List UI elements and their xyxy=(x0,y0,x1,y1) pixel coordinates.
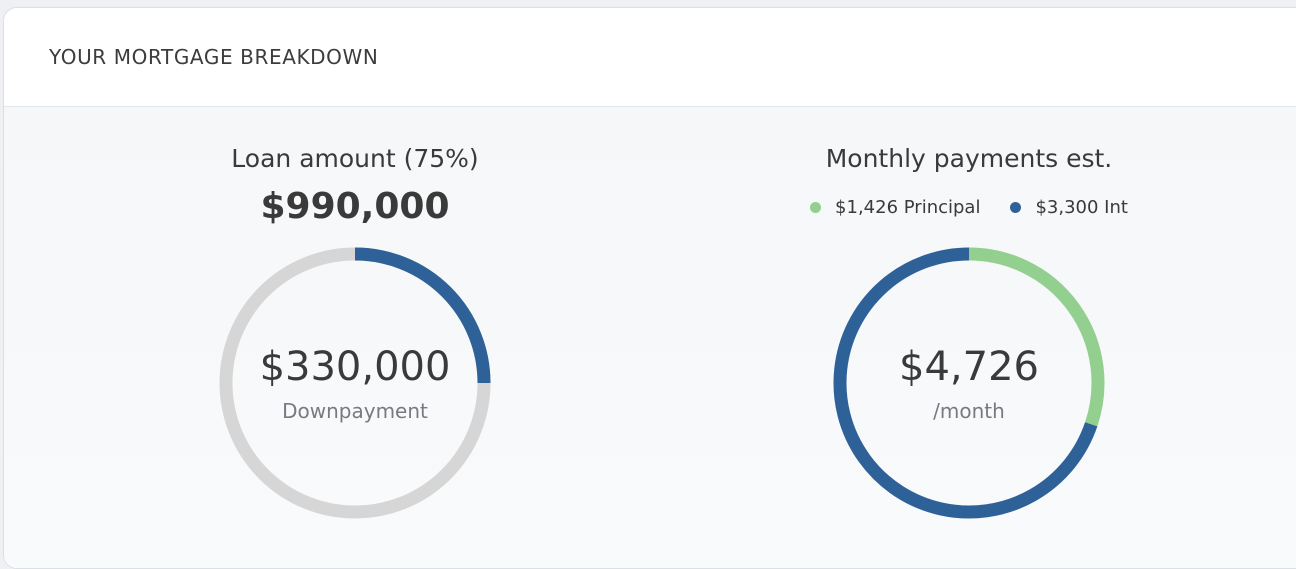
mortgage-breakdown-card: YOUR MORTGAGE BREAKDOWN Loan amount (75%… xyxy=(3,7,1296,569)
donut-arc-principal xyxy=(968,247,1105,427)
monthly-total-value: $4,726 xyxy=(899,344,1039,390)
monthly-payments-donut-chart: $4,726 /month xyxy=(833,247,1105,519)
downpayment-donut-svg xyxy=(219,247,491,519)
downpayment-label: Downpayment xyxy=(282,399,428,423)
loan-amount-heading: Loan amount (75%) xyxy=(231,144,479,173)
donut-arc-interest xyxy=(833,247,1098,519)
card-body: Loan amount (75%) $990,000 $330,000 Down… xyxy=(4,107,1296,568)
donut-arc-downpayment xyxy=(354,247,491,384)
legend-label-interest: $3,300 Int xyxy=(1035,197,1128,218)
monthly-donut-svg xyxy=(833,247,1105,519)
loan-amount-panel: Loan amount (75%) $990,000 $330,000 Down… xyxy=(55,107,655,567)
legend-item-principal: $1,426 Principal xyxy=(810,197,980,218)
legend-item-interest: $3,300 Int xyxy=(1010,197,1128,218)
downpayment-value: $330,000 xyxy=(259,344,451,390)
monthly-total-label: /month xyxy=(933,399,1005,423)
monthly-payments-heading: Monthly payments est. xyxy=(825,144,1113,173)
donut-center: $330,000 Downpayment xyxy=(219,247,491,519)
monthly-payments-panel: Monthly payments est. $1,426 Principal $… xyxy=(669,107,1269,567)
legend-label-principal: $1,426 Principal xyxy=(835,197,981,218)
downpayment-donut-chart: $330,000 Downpayment xyxy=(219,247,491,519)
loan-amount-value: $990,000 xyxy=(260,186,450,227)
card-header: YOUR MORTGAGE BREAKDOWN xyxy=(4,8,1296,107)
legend-dot-interest xyxy=(1010,202,1022,213)
monthly-payments-legend: $1,426 Principal $3,300 Int xyxy=(669,197,1269,218)
card-title: YOUR MORTGAGE BREAKDOWN xyxy=(49,45,379,69)
donut-center: $4,726 /month xyxy=(833,247,1105,519)
legend-dot-principal xyxy=(810,202,822,213)
